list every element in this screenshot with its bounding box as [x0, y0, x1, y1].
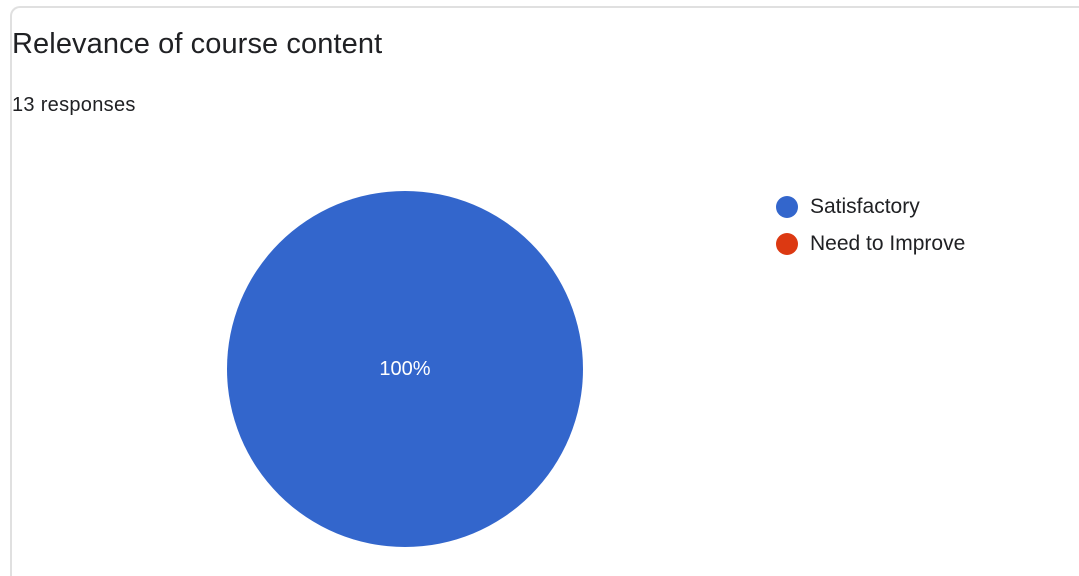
legend-item-need-to-improve[interactable]: Need to Improve	[776, 225, 965, 262]
legend-label-need-to-improve: Need to Improve	[810, 231, 966, 255]
legend-swatch-need-to-improve	[776, 232, 798, 255]
pie-slice-label-satisfactory: 100%	[379, 358, 430, 380]
chart-title: Relevance of course content	[12, 28, 383, 60]
chart-legend: Satisfactory Need to Improve	[776, 188, 965, 262]
legend-item-satisfactory[interactable]: Satisfactory	[776, 188, 965, 225]
response-count: 13 responses	[12, 94, 136, 116]
legend-label-satisfactory: Satisfactory	[810, 194, 920, 218]
legend-swatch-satisfactory	[776, 195, 798, 218]
pie-slice-satisfactory[interactable]	[227, 191, 583, 547]
